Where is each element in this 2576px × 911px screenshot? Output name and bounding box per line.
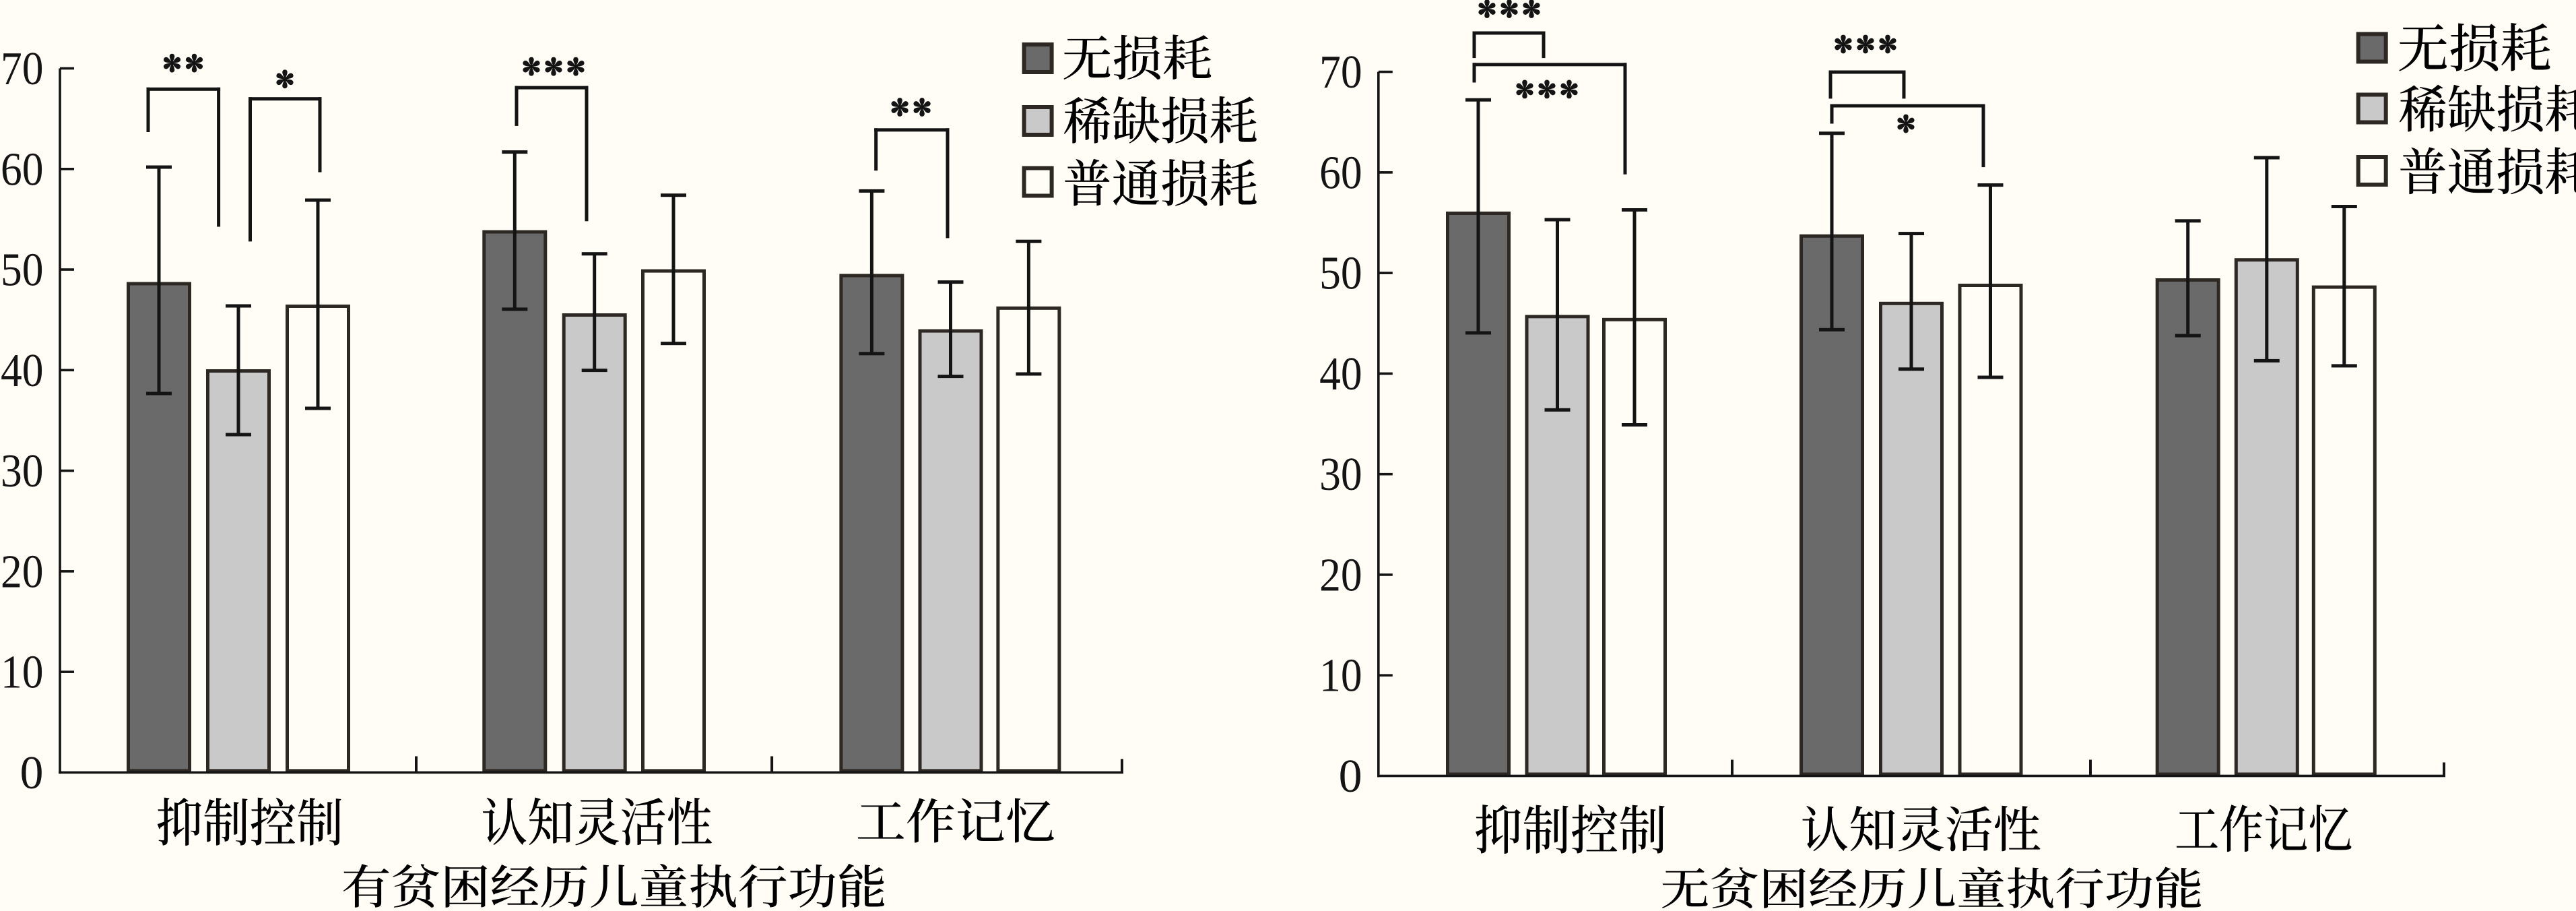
svg-text:0: 0 [1339,751,1362,803]
svg-text:0: 0 [20,747,44,799]
svg-text:20: 20 [1319,550,1362,602]
svg-text:20: 20 [1,546,44,598]
svg-text:60: 60 [1319,147,1362,199]
svg-text:40: 40 [1,345,44,397]
svg-text:50: 50 [1,245,44,296]
svg-text:60: 60 [1,144,44,195]
svg-text:40: 40 [1319,348,1362,400]
svg-text:30: 30 [1,445,44,497]
svg-text:70: 70 [1319,46,1362,98]
svg-text:50: 50 [1319,248,1362,300]
svg-text:30: 30 [1319,449,1362,501]
svg-text:10: 10 [1,647,44,699]
svg-text:10: 10 [1319,650,1362,702]
svg-text:70: 70 [1,43,44,95]
